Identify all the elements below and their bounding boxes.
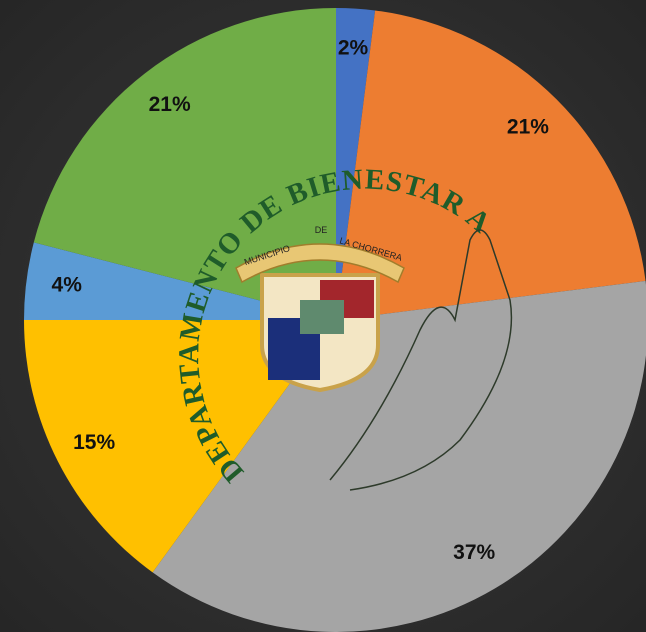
shield-center	[300, 300, 344, 334]
pie-slice	[33, 8, 336, 320]
data-label: 37%	[453, 541, 495, 564]
hands-drawing	[329, 229, 513, 491]
data-label: 21%	[149, 93, 191, 116]
pie	[24, 8, 646, 632]
pie-slice	[24, 320, 336, 573]
data-label: 4%	[52, 274, 83, 297]
pie-slice	[336, 8, 376, 320]
data-label: 21%	[507, 116, 549, 139]
pie-slice	[336, 10, 646, 321]
data-label: 15%	[73, 431, 115, 454]
banner-text: DE	[315, 225, 328, 235]
pie-slice	[152, 280, 646, 632]
banner	[235, 243, 405, 284]
data-labels: 2% 21% 37% 15% 4% 21%	[52, 37, 550, 565]
pie-slice	[24, 242, 336, 320]
data-label: 2%	[338, 37, 369, 60]
